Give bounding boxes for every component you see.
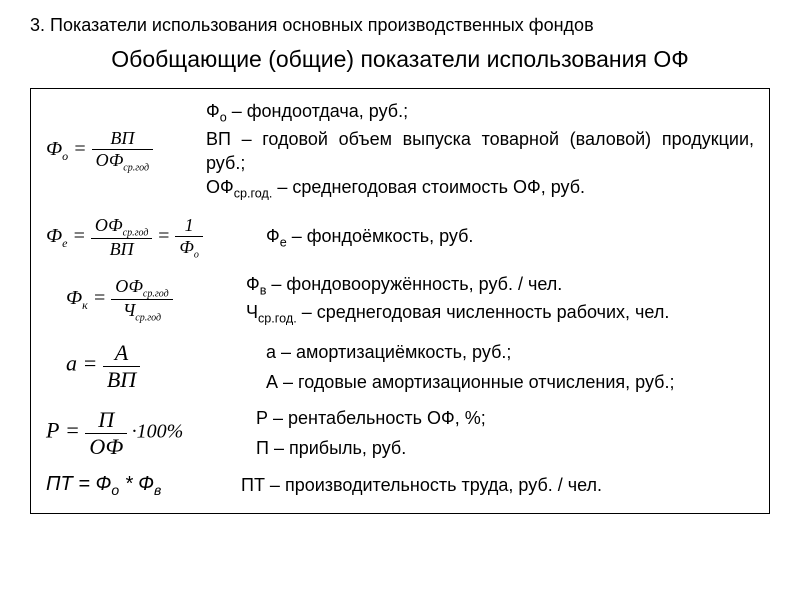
row-amort: а = А ВП а – амортизациёмкость, руб.; А … bbox=[46, 340, 754, 395]
desc-fondovooruzh: Фв – фондовооружённость, руб. / чел. Чср… bbox=[246, 272, 754, 327]
desc-rent: Р – рентабельность ОФ, %; П – прибыль, р… bbox=[256, 406, 754, 461]
row-fondovooruzh: Фк = ОФср.год Чср.год Фв – фондовооружён… bbox=[46, 272, 754, 327]
section-title: 3. Показатели использования основных про… bbox=[30, 15, 770, 36]
row-fondoemkost: Фе = ОФср.год ВП = 1 Фо Фе – фондоёмкост… bbox=[46, 215, 754, 261]
desc-fondootdacha: Фо – фондоотдача, руб.; ВП – годовой объ… bbox=[206, 99, 754, 203]
desc-amort: а – амортизациёмкость, руб.; А – годовые… bbox=[266, 340, 754, 395]
row-rent: Р = П ОФ ·100% Р – рентабельность ОФ, %;… bbox=[46, 406, 754, 461]
content-box: Фо = ВП ОФср.год Фо – фондоотдача, руб.;… bbox=[30, 88, 770, 514]
row-fondootdacha: Фо = ВП ОФср.год Фо – фондоотдача, руб.;… bbox=[46, 99, 754, 203]
desc-fondoemkost: Фе – фондоёмкость, руб. bbox=[266, 224, 754, 252]
subtitle: Обобщающие (общие) показатели использова… bbox=[30, 46, 770, 73]
row-pt: ПТ = Фо * Фв ПТ – производительность тру… bbox=[46, 473, 754, 498]
desc-pt: ПТ – производительность труда, руб. / че… bbox=[241, 473, 754, 497]
